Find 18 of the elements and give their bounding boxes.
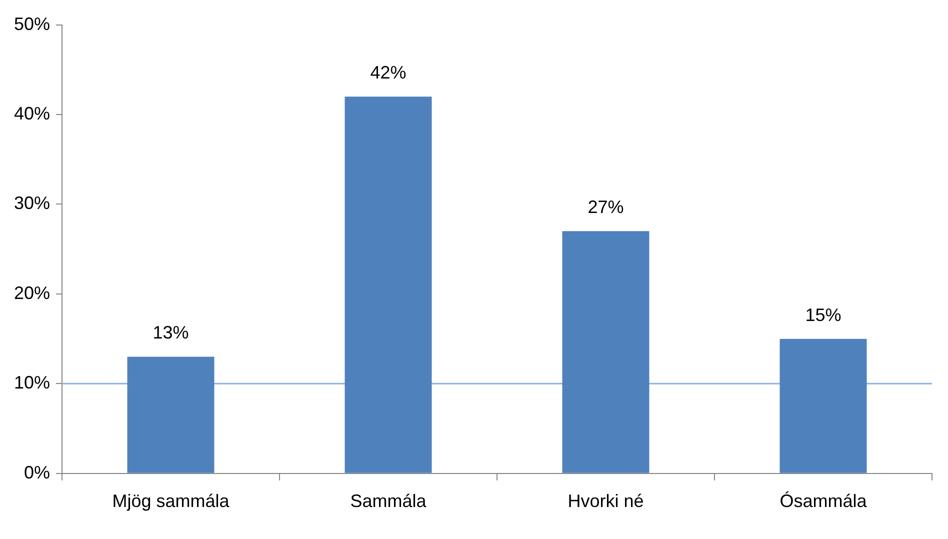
data-label: 27% xyxy=(588,197,624,218)
data-label: 15% xyxy=(805,304,842,325)
data-label: 13% xyxy=(152,322,189,343)
y-tick-label: 40% xyxy=(14,103,50,124)
bar xyxy=(344,96,432,473)
x-tick-label: Hvorki né xyxy=(568,491,644,512)
x-tick-label: Sammála xyxy=(350,491,428,512)
x-tick-label: Ósammála xyxy=(780,491,868,512)
y-tick-label: 30% xyxy=(14,193,50,214)
y-tick-label: 50% xyxy=(14,14,50,34)
bar xyxy=(127,356,214,473)
y-tick-label: 0% xyxy=(24,462,50,482)
data-label: 42% xyxy=(370,62,406,83)
bar xyxy=(780,338,867,473)
y-tick-label: 20% xyxy=(14,282,50,303)
bar xyxy=(562,231,650,473)
x-tick-label: Mjög sammála xyxy=(112,491,230,512)
y-tick-label: 10% xyxy=(14,372,50,393)
